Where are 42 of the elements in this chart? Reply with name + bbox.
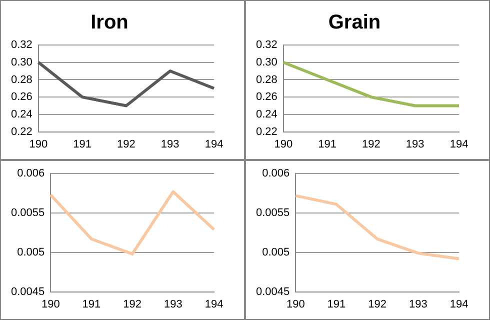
y-tick-label: 0.30: [10, 56, 32, 68]
y-tick-label: 0.006: [262, 168, 290, 180]
x-tick-label: 192: [123, 298, 142, 310]
y-tick-label: 0.30: [256, 56, 278, 68]
x-tick-label: 193: [164, 298, 182, 310]
y-tick-label: 0.0045: [256, 286, 290, 298]
x-tick-label: 190: [41, 298, 60, 310]
y-tick-label: 0.28: [10, 74, 32, 86]
x-tick-label: 191: [327, 298, 346, 310]
y-tick-label: 0.005: [17, 246, 45, 258]
x-tick-label: 191: [73, 138, 92, 150]
x-tick-label: 194: [204, 298, 224, 310]
x-tick-label: 193: [406, 138, 424, 150]
x-tick-label: 194: [204, 138, 224, 150]
y-tick-label: 0.26: [256, 91, 278, 104]
x-tick-label: 190: [286, 298, 305, 310]
chart-title: Iron: [90, 12, 128, 34]
y-tick-label: 0.32: [256, 39, 278, 52]
y-tick-label: 0.26: [10, 91, 32, 104]
y-tick-label: 0.28: [256, 74, 278, 86]
x-tick-label: 191: [318, 138, 336, 150]
y-tick-label: 0.24: [10, 108, 32, 120]
chart-title: Grain: [328, 12, 381, 34]
x-tick-label: 192: [362, 138, 380, 150]
y-tick-label: 0.005: [262, 246, 290, 258]
x-tick-label: 194: [450, 298, 468, 310]
x-tick-label: 194: [450, 138, 468, 150]
x-tick-label: 190: [29, 138, 48, 150]
y-tick-label: 0.22: [256, 126, 278, 138]
x-tick-label: 191: [82, 298, 101, 310]
y-tick-label: 0.006: [17, 168, 45, 180]
y-tick-label: 0.0055: [256, 207, 290, 220]
y-tick-label: 0.22: [10, 126, 32, 138]
y-tick-label: 0.24: [256, 108, 278, 120]
y-tick-label: 0.0045: [10, 286, 45, 298]
x-tick-label: 190: [274, 138, 293, 150]
y-tick-label: 0.32: [10, 39, 32, 52]
x-tick-label: 192: [368, 298, 386, 310]
x-tick-label: 193: [160, 138, 180, 150]
x-tick-label: 193: [408, 298, 428, 310]
y-tick-label: 0.0055: [10, 207, 45, 220]
x-tick-label: 192: [117, 138, 136, 150]
